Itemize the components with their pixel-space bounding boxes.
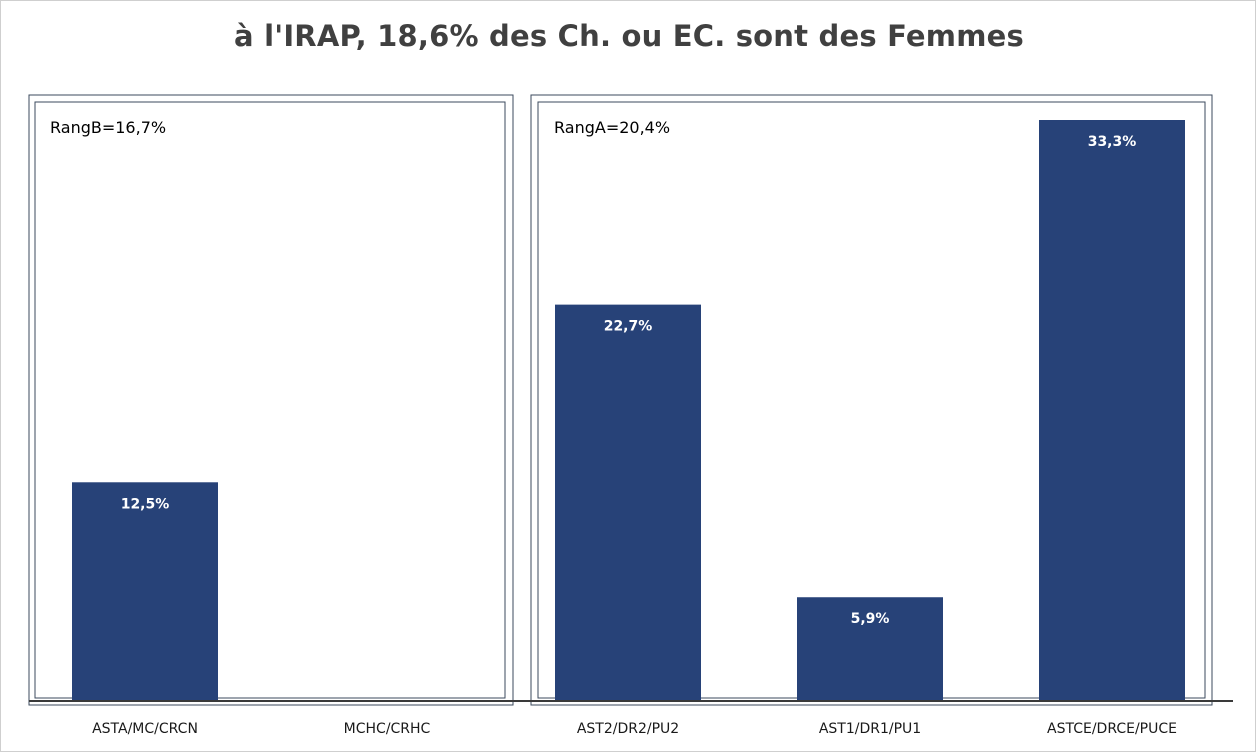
bar xyxy=(797,597,943,700)
bar-value-label: 22,7% xyxy=(604,319,653,335)
bar xyxy=(555,304,701,700)
x-tick-label: AST1/DR1/PU1 xyxy=(819,721,921,737)
chart-title: à l'IRAP, 18,6% des Ch. ou EC. sont des … xyxy=(234,19,1024,53)
panel-inner-border xyxy=(34,101,506,699)
x-tick-label: MCHC/CRHC xyxy=(344,721,431,737)
x-tick-label: ASTCE/DRCE/PUCE xyxy=(1047,721,1177,737)
panel-outer-border xyxy=(28,94,514,706)
bar-value-label: 5,9% xyxy=(851,611,890,627)
panel-outer-border xyxy=(530,94,1213,706)
bar xyxy=(1039,120,1185,700)
x-tick-label: ASTA/MC/CRCN xyxy=(92,721,198,737)
bar-value-label: 33,3% xyxy=(1088,134,1137,150)
bar-value-label: 12,5% xyxy=(121,496,170,512)
panel-label: RangB=16,7% xyxy=(50,118,166,137)
bar xyxy=(72,482,218,700)
panel-label: RangA=20,4% xyxy=(554,118,670,137)
x-tick-label: AST2/DR2/PU2 xyxy=(577,721,679,737)
